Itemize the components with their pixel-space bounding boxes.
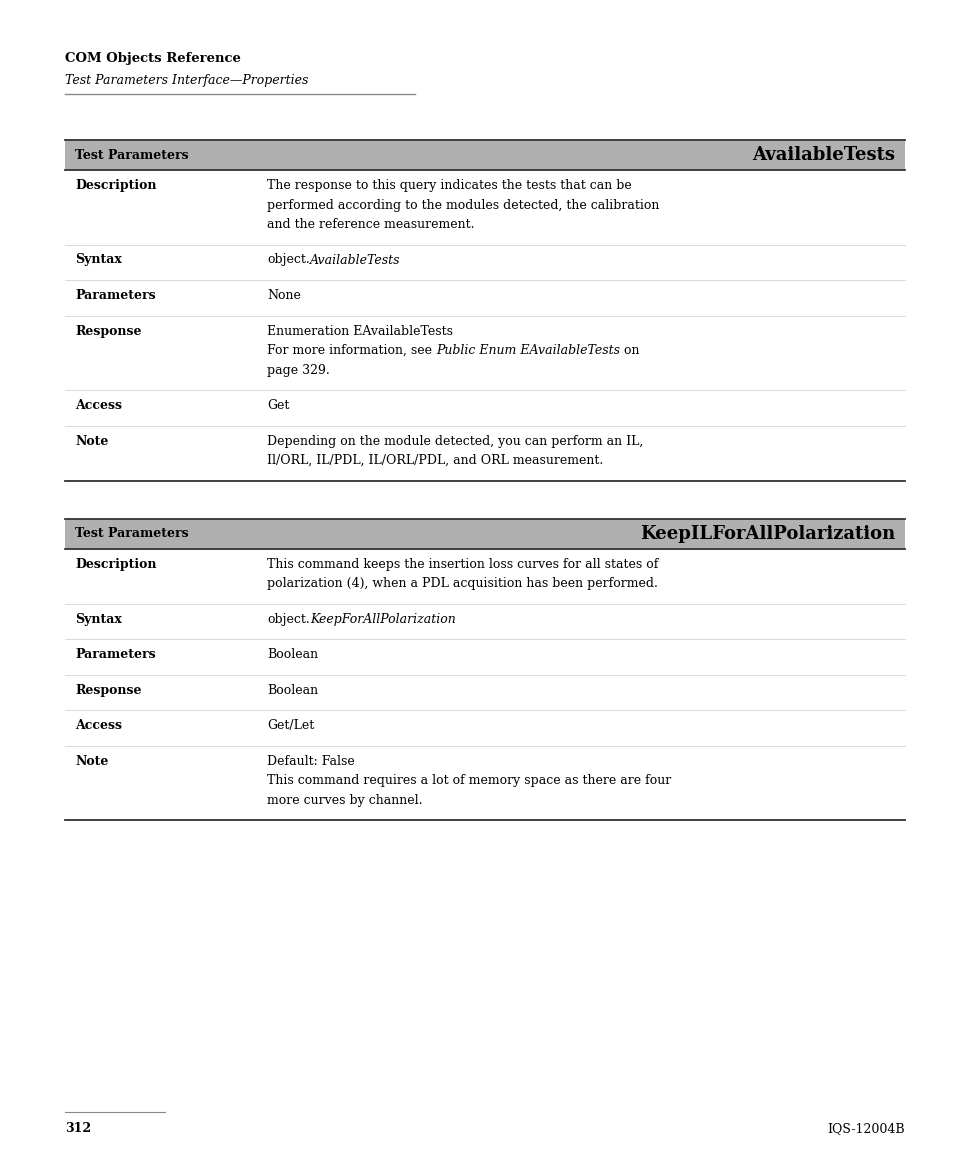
Text: Parameters: Parameters [75,289,155,302]
Text: and the reference measurement.: and the reference measurement. [267,218,474,231]
Text: object.: object. [267,612,310,626]
Text: This command requires a lot of memory space as there are four: This command requires a lot of memory sp… [267,774,671,787]
Bar [65,140,904,170]
Text: KeepForAllPolarization: KeepForAllPolarization [310,612,455,626]
Text: 312: 312 [65,1122,91,1135]
Text: Depending on the module detected, you can perform an IL,: Depending on the module detected, you ca… [267,435,642,447]
Text: polarization (4), when a PDL acquisition has been performed.: polarization (4), when a PDL acquisition… [267,577,658,590]
Text: None: None [267,289,300,302]
Text: Boolean: Boolean [267,648,317,661]
Text: Note: Note [75,755,109,767]
Text: COM Objects Reference: COM Objects Reference [65,52,240,65]
Text: Parameters: Parameters [75,648,155,661]
Text: Response: Response [75,325,141,337]
Text: more curves by channel.: more curves by channel. [267,794,422,807]
Text: page 329.: page 329. [267,364,330,377]
Text: This command keeps the insertion loss curves for all states of: This command keeps the insertion loss cu… [267,557,658,570]
Text: Get: Get [267,399,289,411]
Text: object.: object. [267,254,310,267]
Text: The response to this query indicates the tests that can be: The response to this query indicates the… [267,178,631,192]
Text: Public Enum EAvailableTests: Public Enum EAvailableTests [436,344,619,357]
Text: Test Parameters: Test Parameters [75,148,189,161]
Text: For more information, see: For more information, see [267,344,436,357]
Text: Syntax: Syntax [75,254,122,267]
Bar [65,518,904,548]
Text: KeepILForAllPolarization: KeepILForAllPolarization [639,525,894,542]
Text: AvailableTests: AvailableTests [310,254,400,267]
Text: Test Parameters: Test Parameters [75,527,189,540]
Text: Description: Description [75,178,156,192]
Text: Access: Access [75,399,122,411]
Text: Access: Access [75,719,122,732]
Text: Response: Response [75,684,141,697]
Text: IQS-12004B: IQS-12004B [826,1122,904,1135]
Text: Get/Let: Get/Let [267,719,314,732]
Text: AvailableTests: AvailableTests [751,146,894,165]
Text: Description: Description [75,557,156,570]
Text: on: on [619,344,639,357]
Text: Il/ORL, IL/PDL, IL/ORL/PDL, and ORL measurement.: Il/ORL, IL/PDL, IL/ORL/PDL, and ORL meas… [267,454,602,467]
Text: Test Parameters Interface—Properties: Test Parameters Interface—Properties [65,74,308,87]
Text: Enumeration EAvailableTests: Enumeration EAvailableTests [267,325,453,337]
Text: Note: Note [75,435,109,447]
Text: Boolean: Boolean [267,684,317,697]
Text: Syntax: Syntax [75,612,122,626]
Text: Default: False: Default: False [267,755,355,767]
Text: performed according to the modules detected, the calibration: performed according to the modules detec… [267,198,659,211]
